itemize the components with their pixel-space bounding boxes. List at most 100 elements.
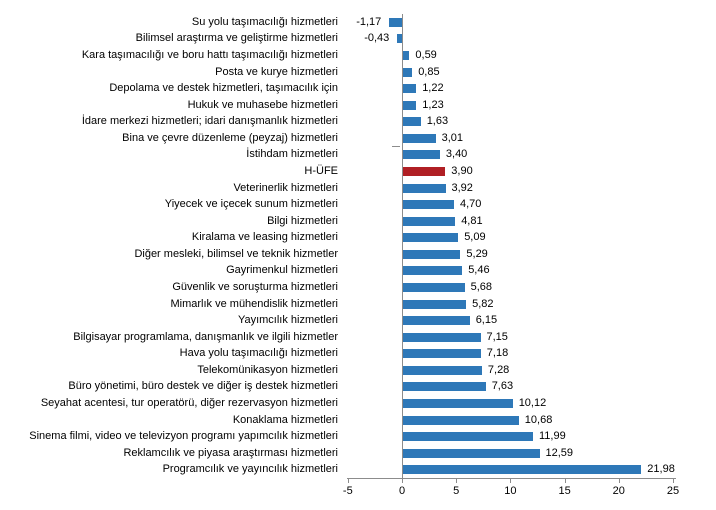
category-label: Su yolu taşımacılığı hizmetleri bbox=[191, 15, 338, 28]
bar bbox=[403, 50, 410, 60]
category-label: H-ÜFE bbox=[304, 164, 338, 177]
value-label: 10,12 bbox=[518, 396, 547, 409]
x-axis-tick bbox=[564, 478, 566, 483]
x-axis-tick-label: 5 bbox=[453, 485, 460, 497]
x-axis-tick-label: 0 bbox=[398, 485, 406, 497]
bar bbox=[403, 448, 540, 458]
bar bbox=[403, 398, 513, 408]
category-label: Bina ve çevre düzenleme (peyzaj) hizmetl… bbox=[122, 131, 338, 144]
bar bbox=[403, 233, 459, 243]
value-label: 5,46 bbox=[468, 264, 490, 277]
category-label: Güvenlik ve soruşturma hizmetleri bbox=[172, 280, 338, 293]
x-axis-tick bbox=[402, 478, 403, 483]
bar bbox=[403, 299, 467, 309]
category-label: Telekomünikasyon hizmetleri bbox=[197, 363, 338, 376]
category-label: Reklamcılık ve piyasa araştırması hizmet… bbox=[123, 446, 338, 459]
value-label: 7,15 bbox=[486, 330, 508, 343]
category-label: Büro yönetimi, büro destek ve diğer iş d… bbox=[68, 380, 338, 393]
bar bbox=[403, 465, 642, 475]
category-label: Bilgi hizmetleri bbox=[267, 214, 338, 227]
bar bbox=[403, 117, 421, 127]
category-label: Konaklama hizmetleri bbox=[232, 413, 338, 426]
category-label: Kiralama ve leasing hizmetleri bbox=[191, 231, 338, 244]
bar bbox=[403, 216, 456, 226]
category-label: Hava yolu taşımacılığı hizmetleri bbox=[179, 347, 338, 360]
x-axis-tick bbox=[456, 478, 458, 483]
category-label: Mimarlık ve mühendislik hizmetleri bbox=[170, 297, 339, 310]
x-axis-tick bbox=[618, 478, 620, 483]
category-label: Veterinerlik hizmetleri bbox=[233, 181, 338, 194]
value-label: 1,63 bbox=[426, 115, 449, 128]
value-label: -1,17 bbox=[356, 15, 382, 28]
value-label: 6,15 bbox=[475, 314, 498, 327]
category-label: Bilgisayar programlama, danışmanlık ve i… bbox=[73, 330, 338, 343]
value-label: 0,85 bbox=[418, 65, 440, 78]
x-axis-line bbox=[347, 478, 676, 479]
bar bbox=[403, 365, 482, 375]
value-label: 5,09 bbox=[464, 231, 486, 244]
bar bbox=[403, 67, 413, 77]
category-label: Posta ve kurye hizmetleri bbox=[215, 65, 338, 78]
category-label: Yayımcılık hizmetleri bbox=[237, 314, 338, 327]
bar bbox=[403, 349, 481, 359]
value-label: 4,70 bbox=[460, 198, 482, 211]
category-label: İdare merkezi hizmetleri; idari danışman… bbox=[81, 115, 338, 128]
category-label: Sinema filmi, video ve televizyon progra… bbox=[29, 430, 338, 443]
value-label: 1,22 bbox=[422, 82, 444, 95]
category-label: Hukuk ve muhasebe hizmetleri bbox=[187, 98, 338, 111]
value-label: 0,59 bbox=[415, 48, 437, 61]
x-axis-tick bbox=[673, 478, 674, 483]
category-label: Seyahat acentesi, tur operatörü, diğer r… bbox=[40, 396, 338, 409]
category-label: Kara taşımacılığı ve boru hattı taşımacı… bbox=[81, 48, 338, 61]
y-axis-zero-line bbox=[402, 14, 403, 478]
value-label: 10,68 bbox=[524, 413, 553, 426]
category-label: Diğer mesleki, bilimsel ve teknik hizmet… bbox=[134, 247, 338, 260]
value-label: 5,82 bbox=[472, 297, 494, 310]
bar-highlight bbox=[403, 166, 446, 176]
x-axis-tick-label: 15 bbox=[558, 485, 571, 497]
y-axis-tick bbox=[392, 146, 400, 147]
x-axis-tick-label: 20 bbox=[612, 485, 625, 497]
value-label: 4,81 bbox=[461, 214, 483, 227]
bar bbox=[389, 17, 402, 27]
bar bbox=[403, 432, 533, 442]
bar bbox=[403, 249, 461, 259]
x-axis-tick-label: 25 bbox=[666, 485, 680, 497]
value-label: 7,28 bbox=[487, 363, 510, 376]
bar bbox=[403, 282, 465, 292]
value-label: 7,63 bbox=[491, 380, 514, 393]
bar bbox=[403, 84, 417, 94]
bar bbox=[403, 200, 454, 210]
value-label: 3,90 bbox=[451, 164, 473, 177]
category-label: İstihdam hizmetleri bbox=[246, 148, 338, 161]
value-label: 3,92 bbox=[451, 181, 473, 194]
category-label: Bilimsel araştırma ve geliştirme hizmetl… bbox=[135, 32, 338, 45]
x-axis-tick-label: -5 bbox=[342, 485, 353, 497]
bar bbox=[403, 150, 440, 160]
bar bbox=[403, 332, 481, 342]
category-label: Programcılık ve yayıncılık hizmetleri bbox=[162, 463, 338, 476]
x-axis-tick bbox=[347, 478, 349, 483]
bar bbox=[403, 183, 446, 193]
value-label: 12,59 bbox=[545, 446, 574, 459]
value-label: -0,43 bbox=[364, 32, 390, 45]
bar bbox=[403, 382, 486, 392]
value-label: 3,01 bbox=[441, 131, 464, 144]
value-label: 3,40 bbox=[445, 148, 468, 161]
value-label: 5,29 bbox=[466, 247, 488, 260]
category-label: Gayrimenkul hizmetleri bbox=[226, 264, 338, 277]
x-axis-tick-label: 10 bbox=[504, 485, 517, 497]
category-label: Yiyecek ve içecek sunum hizmetleri bbox=[164, 198, 338, 211]
x-axis-tick bbox=[510, 478, 512, 483]
bar bbox=[397, 34, 402, 44]
category-label: Depolama ve destek hizmetleri, taşımacıl… bbox=[109, 82, 338, 95]
bar bbox=[403, 133, 436, 143]
value-label: 5,68 bbox=[470, 280, 493, 293]
value-label: 11,99 bbox=[539, 430, 566, 443]
bar bbox=[403, 316, 470, 326]
bar bbox=[403, 415, 519, 425]
bar bbox=[403, 100, 417, 110]
bar bbox=[403, 266, 463, 276]
value-label: 21,98 bbox=[647, 463, 675, 476]
